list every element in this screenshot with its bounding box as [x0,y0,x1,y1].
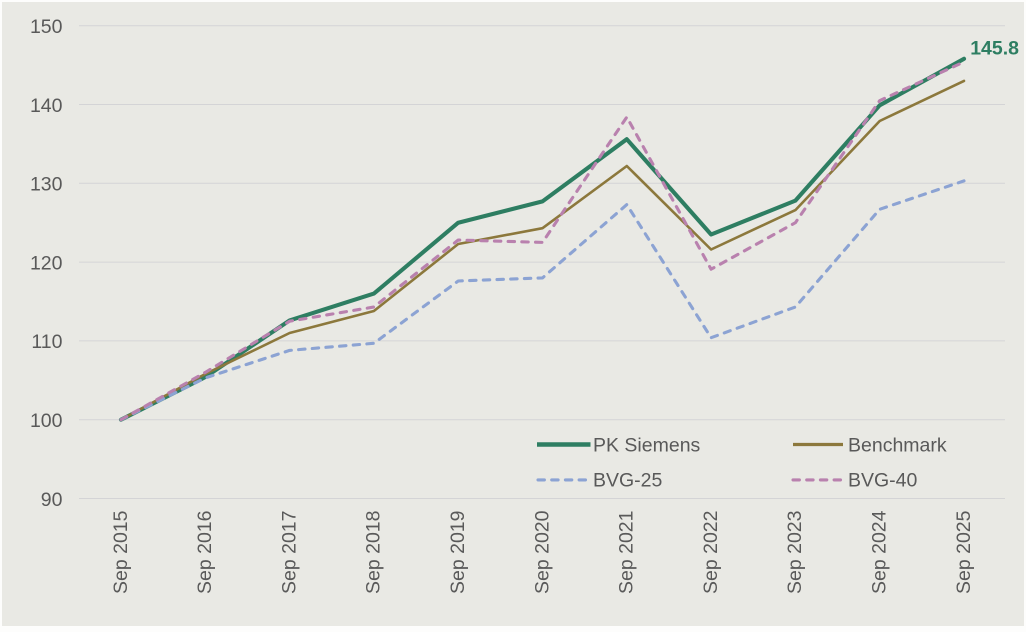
svg-text:120: 120 [30,252,63,274]
svg-text:Sep 2022: Sep 2022 [700,511,722,595]
svg-text:Sep 2024: Sep 2024 [869,510,891,594]
svg-text:Sep 2019: Sep 2019 [447,511,469,595]
svg-text:90: 90 [41,489,63,511]
svg-text:Sep 2021: Sep 2021 [616,511,638,595]
svg-text:Sep 2018: Sep 2018 [363,511,385,595]
svg-text:BVG-25: BVG-25 [593,470,663,492]
svg-text:Sep 2015: Sep 2015 [110,510,132,594]
svg-text:140: 140 [30,95,63,117]
svg-text:Sep 2016: Sep 2016 [194,511,216,595]
svg-text:145.8: 145.8 [970,38,1019,60]
svg-text:110: 110 [31,331,62,353]
svg-text:Sep 2025: Sep 2025 [953,510,975,594]
svg-text:Sep 2023: Sep 2023 [784,511,806,595]
svg-text:BVG-40: BVG-40 [848,470,918,492]
svg-text:PK Siemens: PK Siemens [593,434,701,456]
svg-text:130: 130 [30,174,63,196]
svg-text:Sep 2017: Sep 2017 [278,511,300,595]
svg-text:Sep 2020: Sep 2020 [531,510,553,594]
svg-text:150: 150 [30,16,63,38]
svg-text:Benchmark: Benchmark [848,434,947,456]
svg-text:100: 100 [30,410,63,432]
